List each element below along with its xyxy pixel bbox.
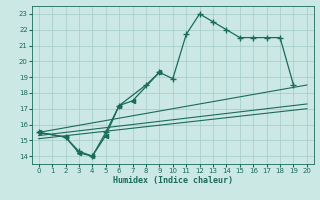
X-axis label: Humidex (Indice chaleur): Humidex (Indice chaleur) [113, 176, 233, 185]
